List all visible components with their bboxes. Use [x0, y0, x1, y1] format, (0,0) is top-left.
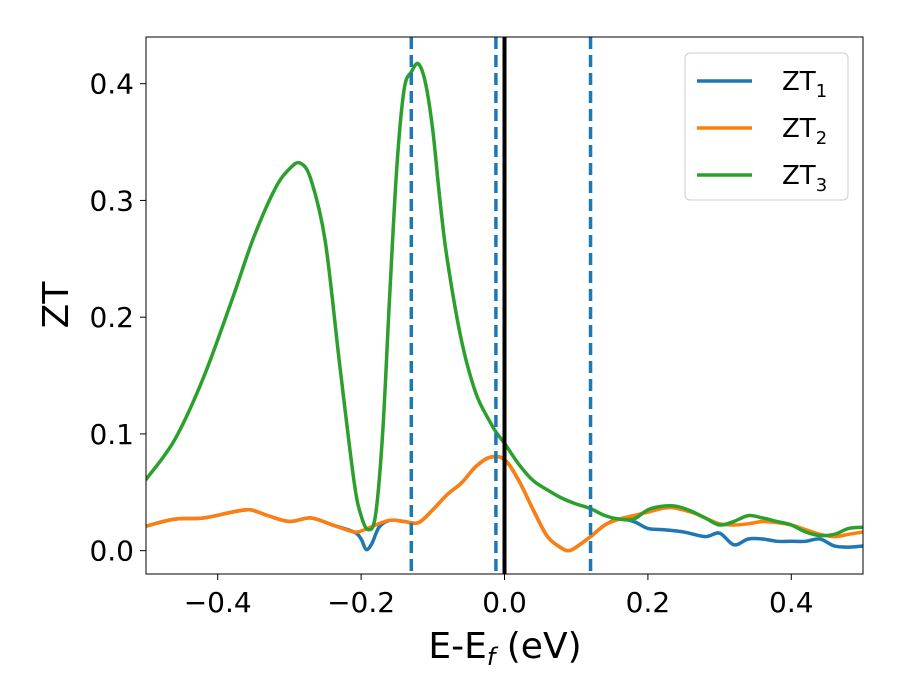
legend-label-zt1: ZT1 [782, 67, 827, 102]
series-line-zt3 [146, 61, 863, 538]
legend-box [684, 52, 849, 201]
y-tick-label: 0.3 [89, 184, 134, 217]
y-tick-label: 0.4 [89, 68, 134, 101]
y-tick-label: 0.0 [89, 535, 134, 568]
legend-label-zt3: ZT3 [782, 161, 827, 196]
x-axis-title: E-Ef (eV) [428, 626, 581, 671]
axes-frame [145, 36, 864, 575]
axis-ticks: −0.4 −0.2 0.0 0.2 0.4 0.0 0.1 0.2 0.3 0.4 [89, 68, 813, 619]
series-line-zt2 [146, 454, 863, 553]
y-axis-title: ZT [36, 281, 77, 329]
x-tick-label: 0.0 [482, 586, 527, 619]
legend-label-zt2: ZT2 [782, 114, 827, 149]
y-tick-label: 0.1 [89, 418, 134, 451]
x-tick-label: −0.4 [184, 586, 252, 619]
x-tick-label: 0.4 [769, 586, 814, 619]
x-tick-label: 0.2 [626, 586, 671, 619]
legend: ZT1 ZT2 ZT3 [684, 52, 849, 201]
y-tick-label: 0.2 [89, 301, 134, 334]
x-axis-title-unit: (eV) [495, 626, 581, 667]
plot-area [146, 37, 863, 574]
x-tick-label: −0.2 [327, 586, 395, 619]
